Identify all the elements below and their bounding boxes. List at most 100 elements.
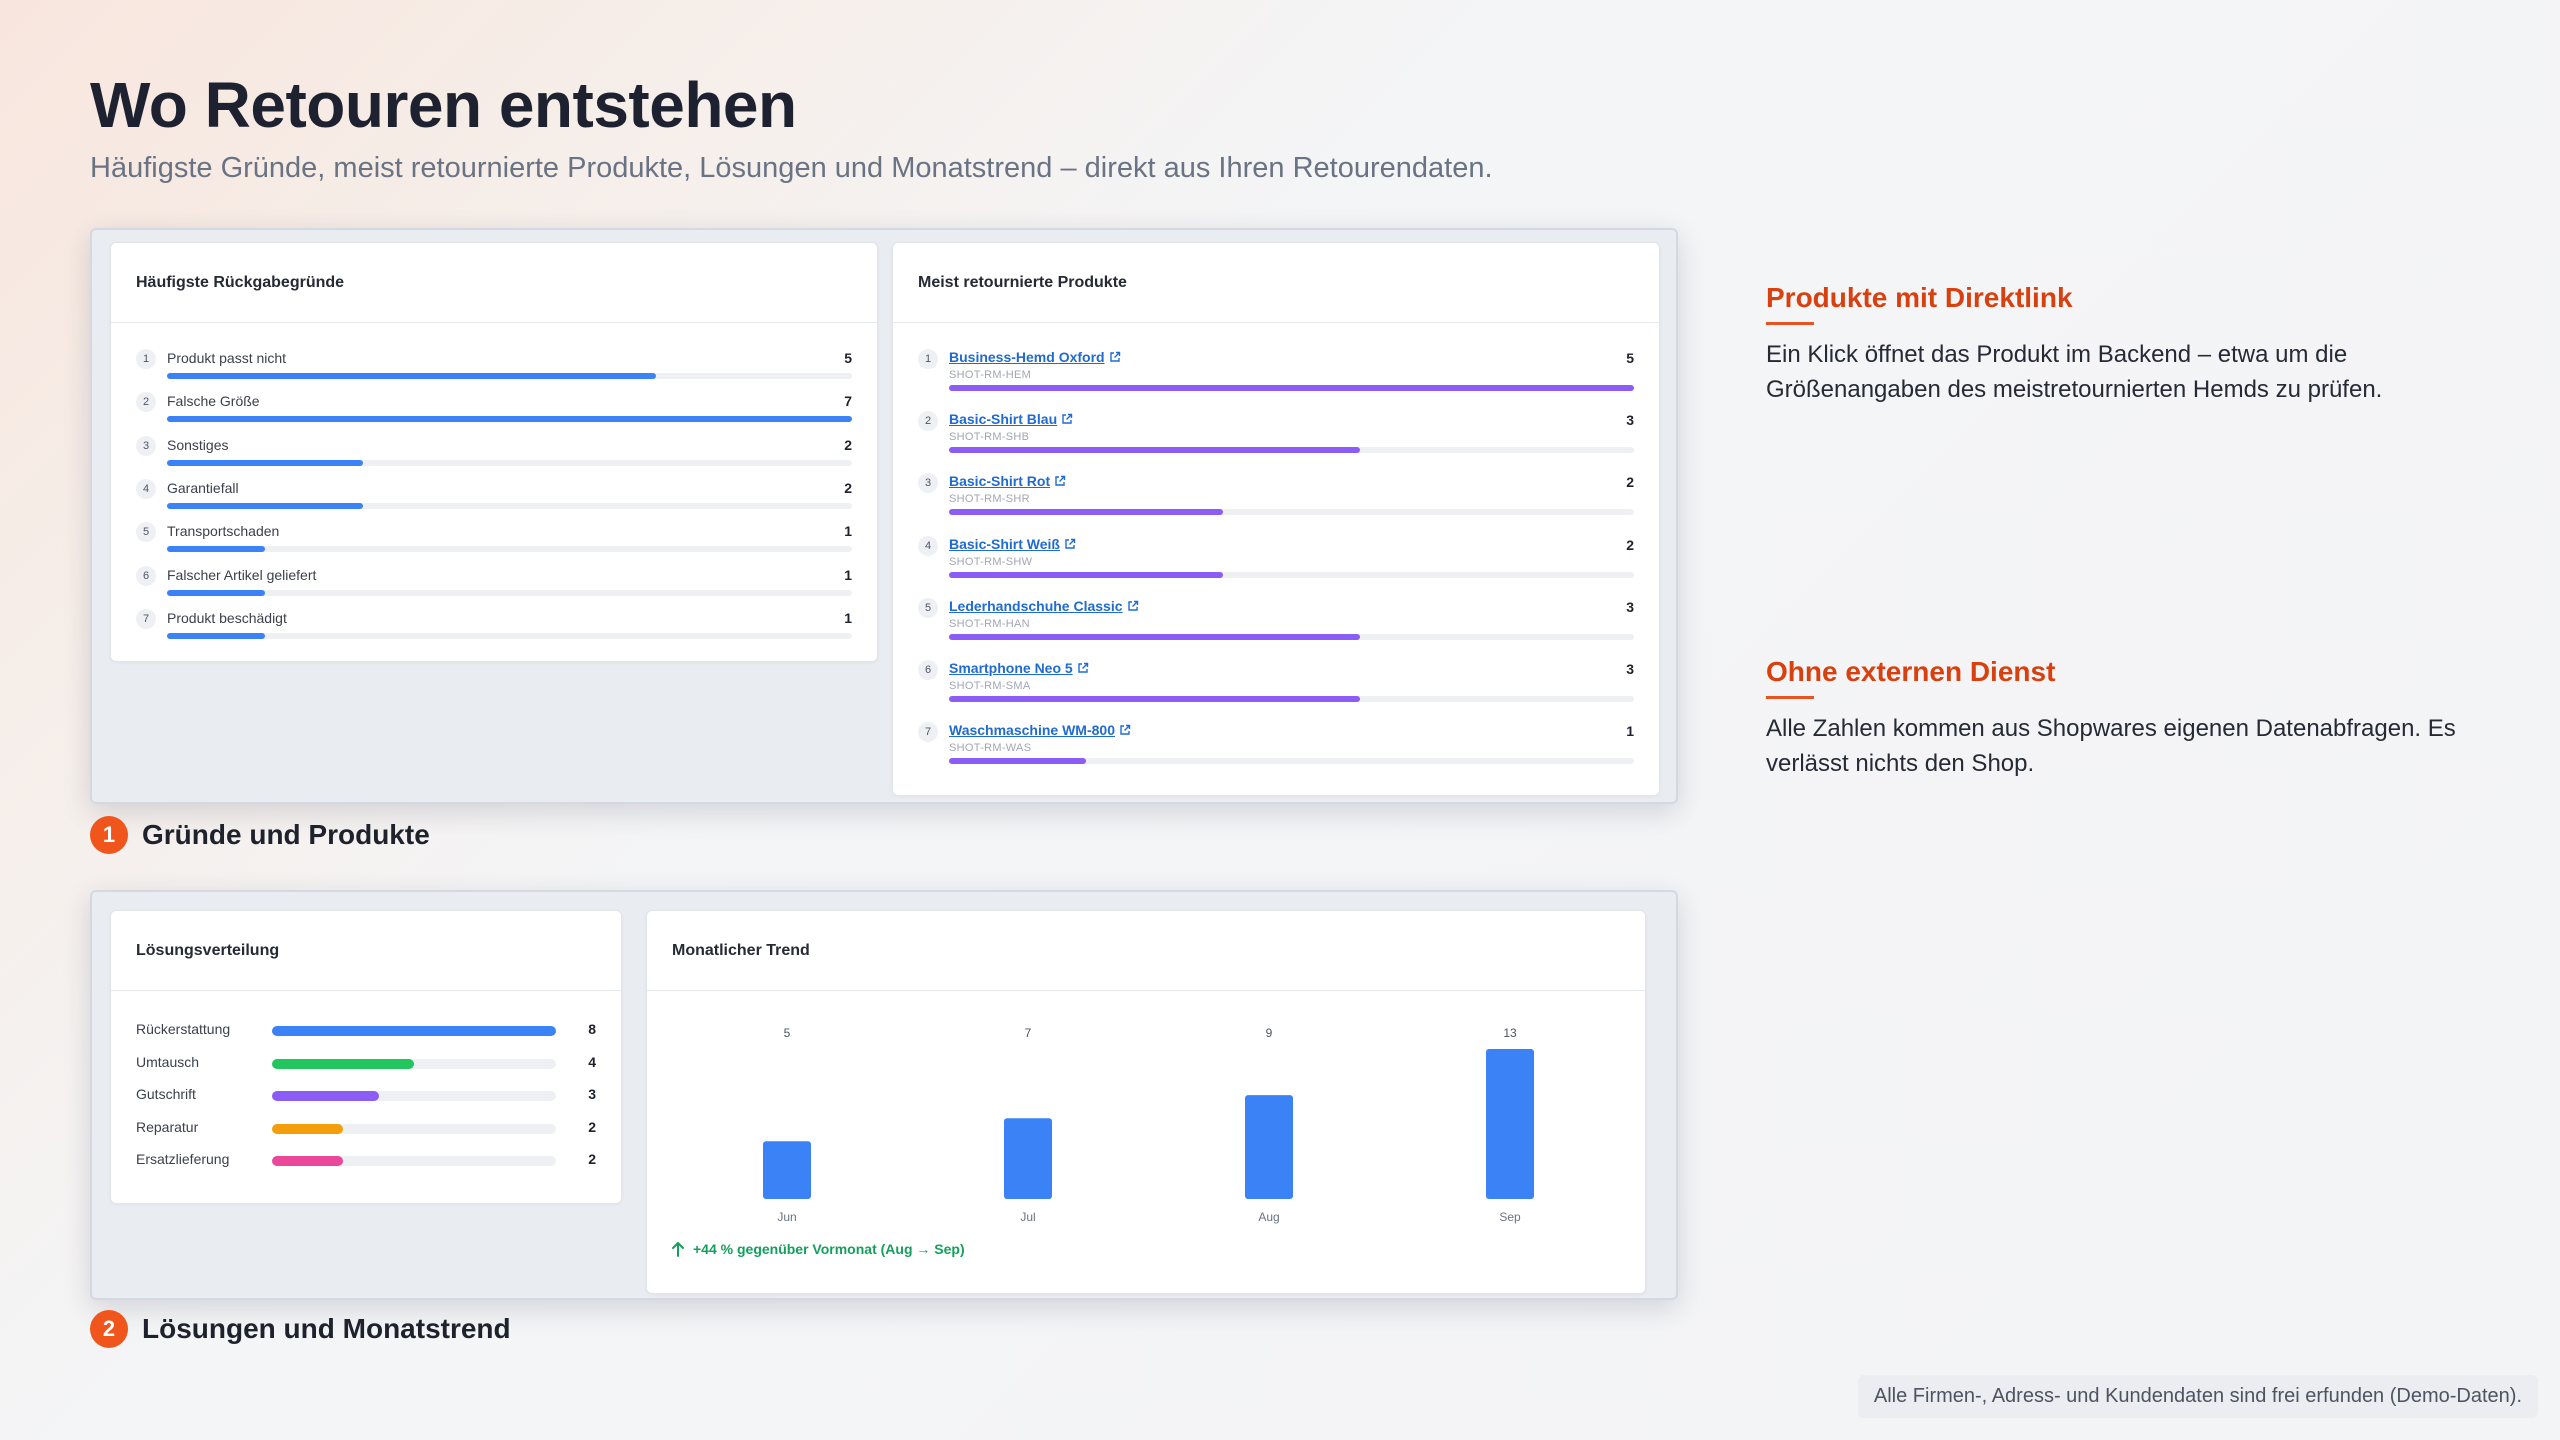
product-count: 3: [1626, 598, 1634, 615]
solution-bar: [272, 1058, 414, 1069]
rank-badge: 3: [918, 473, 938, 494]
reason-bar-track: [167, 373, 852, 379]
product-row: 4 Basic-Shirt Weiß SHOT-RM-SHW 2: [918, 535, 1634, 596]
product-count: 1: [1626, 723, 1634, 740]
callout-text: Alle Zahlen kommen aus Shopwares eigenen…: [1766, 715, 2456, 777]
product-link[interactable]: Business-Hemd Oxford: [949, 349, 1121, 365]
product-link[interactable]: Waschmaschine WM-800: [949, 722, 1131, 738]
external-link-icon: [1127, 600, 1139, 612]
screenshot-frame-reasons-products: Häufigste Rückgabegründe 1 Produkt passt …: [90, 228, 1678, 804]
product-name: Basic-Shirt Rot: [949, 473, 1051, 490]
solution-bar: [272, 1123, 343, 1134]
solution-row: Umtausch 4: [136, 1054, 596, 1078]
trend-bar: [763, 1141, 811, 1199]
product-sku: SHOT-RM-SHB: [949, 431, 1030, 444]
rank-badge: 4: [918, 535, 938, 556]
rank-badge: 1: [136, 349, 156, 369]
external-link-icon: [1054, 475, 1066, 487]
external-link-icon: [1061, 413, 1073, 425]
product-bar: [949, 571, 1223, 578]
solution-count: 3: [588, 1086, 596, 1102]
external-link-icon: [1064, 538, 1076, 550]
reason-bar-track: [167, 632, 852, 639]
product-bar: [949, 509, 1223, 516]
trend-bar: [1004, 1118, 1052, 1199]
product-bar: [949, 385, 1634, 391]
trend-month-label: Jul: [1020, 1210, 1035, 1224]
product-bar-track: [949, 696, 1634, 702]
trend-bar-value: 13: [1503, 1026, 1517, 1040]
solution-label: Gutschrift: [136, 1086, 196, 1102]
product-count: 5: [1626, 350, 1634, 366]
arrow-up-icon: [672, 1242, 684, 1257]
product-row: 2 Basic-Shirt Blau SHOT-RM-SHB 3: [918, 411, 1634, 471]
product-link[interactable]: Smartphone Neo 5: [949, 660, 1089, 676]
reason-row: 4 Garantiefall 2: [136, 478, 852, 515]
reason-count: 5: [844, 350, 852, 366]
trend-card-title: Monatlicher Trend: [647, 911, 1645, 991]
callout-no-external-service: Ohne externen Dienst Alle Zahlen kommen …: [1766, 656, 2506, 781]
product-sku: SHOT-RM-HEM: [949, 369, 1032, 381]
section-label-1: 1 Gründe und Produkte: [90, 816, 430, 854]
reason-count: 7: [844, 393, 852, 410]
section-label-2: 2 Lösungen und Monatstrend: [90, 1310, 511, 1348]
solution-count: 8: [588, 1021, 596, 1037]
solution-bar-track: [272, 1058, 556, 1069]
product-link[interactable]: Basic-Shirt Rot: [949, 473, 1066, 489]
product-count: 3: [1626, 661, 1634, 677]
product-name: Basic-Shirt Weiß: [949, 535, 1060, 552]
reason-row: 3 Sonstiges 2: [136, 435, 852, 472]
solution-label: Ersatzlieferung: [136, 1151, 230, 1167]
reason-bar: [167, 546, 265, 553]
reason-count: 1: [844, 566, 852, 583]
reason-bar: [167, 373, 657, 379]
callout-title: Ohne externen Dienst: [1766, 656, 2056, 687]
solution-row: Rückerstattung 8: [136, 1021, 596, 1045]
product-bar-track: [949, 509, 1634, 516]
product-link[interactable]: Basic-Shirt Weiß: [949, 536, 1076, 552]
external-link-icon: [1109, 351, 1121, 363]
reason-bar: [167, 589, 265, 596]
rank-badge: 7: [136, 608, 156, 629]
product-count: 3: [1626, 412, 1634, 429]
product-bar-track: [949, 758, 1634, 765]
product-bar: [949, 447, 1360, 454]
trend-month-label: Aug: [1258, 1210, 1279, 1224]
product-name: Smartphone Neo 5: [949, 660, 1073, 676]
solution-bar-track: [272, 1026, 556, 1036]
product-row: 3 Basic-Shirt Rot SHOT-RM-SHR 2: [918, 473, 1634, 533]
section-title: Gründe und Produkte: [142, 819, 430, 850]
product-link[interactable]: Lederhandschuhe Classic: [949, 598, 1139, 614]
solution-row: Ersatzlieferung 2: [136, 1151, 596, 1175]
section-badge: 2: [90, 1310, 128, 1348]
rank-badge: 4: [136, 478, 156, 499]
product-name: Business-Hemd Oxford: [949, 349, 1105, 365]
reason-label: Produkt passt nicht: [167, 350, 287, 366]
solution-label: Reparatur: [136, 1118, 199, 1135]
section-title: Lösungen und Monatstrend: [142, 1313, 511, 1344]
product-name: Basic-Shirt Blau: [949, 411, 1058, 428]
solution-bar: [272, 1156, 343, 1166]
trend-bar-value: 7: [1025, 1026, 1032, 1040]
product-row: 7 Waschmaschine WM-800 SHOT-RM-WAS 1: [918, 722, 1634, 782]
rank-badge: 7: [918, 722, 938, 743]
rank-badge: 1: [918, 349, 938, 369]
trend-card: Monatlicher Trend 5 Jun 7 Jul 9 Aug 13 Sep +44 …: [646, 910, 1646, 1294]
trend-month-label: Jun: [777, 1210, 796, 1224]
reason-bar: [167, 632, 265, 639]
product-link[interactable]: Basic-Shirt Blau: [949, 411, 1073, 427]
page-subtitle: Häufigste Gründe, meist retournierte Pro…: [90, 152, 1493, 184]
rank-badge: 2: [136, 392, 156, 413]
callout-text: Ein Klick öffnet das Produkt im Backend …: [1766, 341, 2383, 403]
product-name: Lederhandschuhe Classic: [949, 597, 1123, 614]
reasons-card-title: Häufigste Rückgabegründe: [111, 243, 877, 323]
solution-row: Gutschrift 3: [136, 1086, 596, 1110]
reason-row: 2 Falsche Größe 7: [136, 392, 852, 428]
product-row: 6 Smartphone Neo 5 SHOT-RM-SMA 3: [918, 660, 1634, 720]
reason-label: Falsche Größe: [167, 393, 260, 410]
solution-row: Reparatur 2: [136, 1119, 596, 1143]
reason-label: Transportschaden: [167, 523, 280, 540]
reason-count: 2: [844, 479, 852, 496]
trend-month-label: Sep: [1499, 1210, 1521, 1224]
product-count: 2: [1626, 474, 1634, 491]
